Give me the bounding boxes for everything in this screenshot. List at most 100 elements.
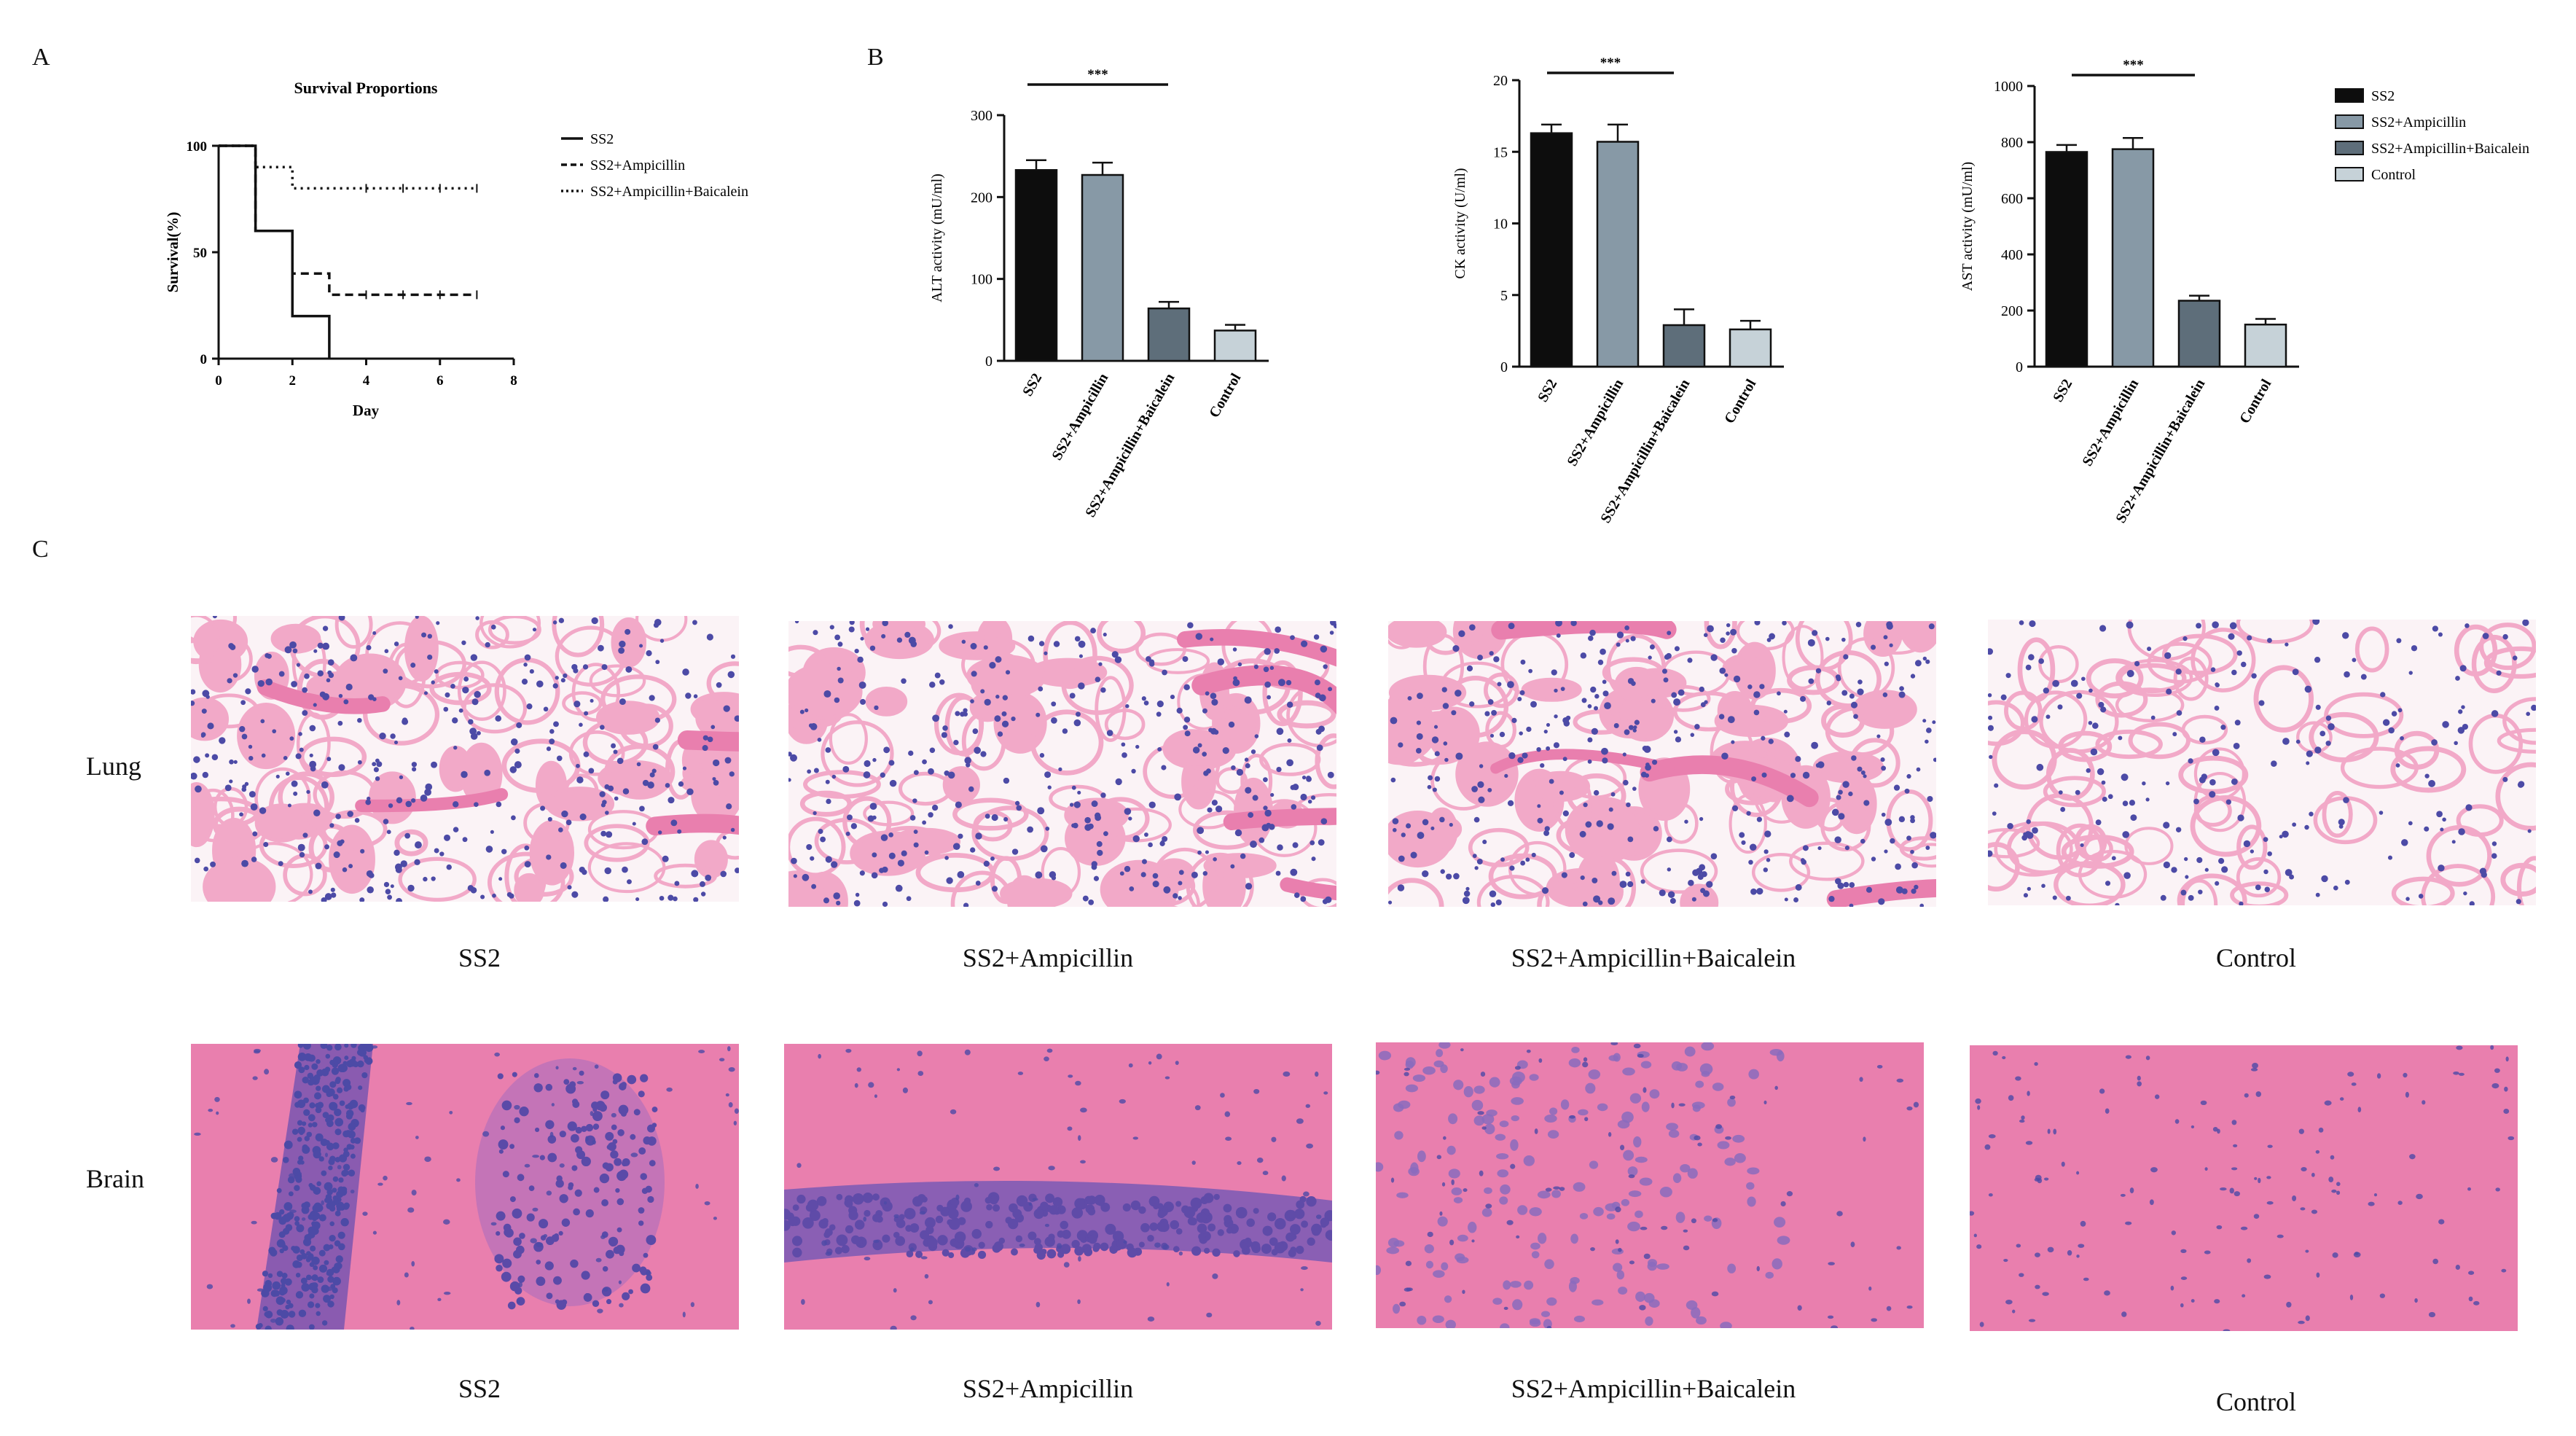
cell-nucleus (836, 900, 841, 905)
cell-nucleus (1911, 889, 1917, 894)
cell-nucleus (1103, 831, 1108, 836)
alveolus (1483, 672, 1519, 709)
cell-nucleus (1622, 1067, 1635, 1076)
cell-nucleus (1416, 748, 1422, 754)
cell-nucleus (1011, 1248, 1018, 1256)
cell-nucleus (281, 1216, 286, 1221)
cell-nucleus (834, 697, 840, 703)
cell-nucleus (350, 1138, 356, 1144)
cell-nucleus (2182, 636, 2188, 641)
cell-nucleus (929, 682, 936, 688)
cell-nucleus (470, 886, 477, 894)
cell-nucleus (992, 1204, 1001, 1212)
cell-nucleus (377, 1182, 383, 1186)
cell-nucleus (356, 1049, 364, 1056)
cell-nucleus (294, 1061, 302, 1069)
cell-nucleus (331, 1067, 340, 1075)
cell-nucleus (337, 720, 343, 726)
cell-nucleus (985, 1220, 993, 1229)
cell-nucleus (1849, 693, 1855, 699)
cell-nucleus (1684, 819, 1688, 824)
cell-nucleus (1170, 694, 1175, 700)
cell-nucleus (989, 1195, 998, 1205)
cell-nucleus (585, 1123, 594, 1132)
cell-nucleus (1463, 1188, 1468, 1193)
cell-nucleus (983, 860, 990, 867)
cell-nucleus (543, 1233, 548, 1238)
cell-nucleus (317, 670, 324, 676)
cell-nucleus (2318, 1127, 2324, 1133)
cell-nucleus (980, 689, 985, 694)
cell-nucleus (947, 771, 955, 779)
cell-nucleus (1568, 1280, 1577, 1292)
cell-nucleus (1797, 1305, 1802, 1311)
cell-nucleus (1443, 1136, 1446, 1140)
survival-x-tick-label: 2 (289, 373, 297, 389)
cell-nucleus (928, 812, 933, 818)
cell-nucleus (1889, 643, 1893, 647)
cell-nucleus (2080, 843, 2084, 848)
cell-nucleus (606, 1249, 614, 1259)
cell-nucleus (1001, 711, 1007, 717)
cell-nucleus (1863, 800, 1870, 806)
cell-nucleus (514, 1287, 522, 1295)
vessel (257, 679, 391, 714)
cell-nucleus (2319, 730, 2326, 737)
cell-nucleus (1686, 1300, 1698, 1310)
alveolus (2191, 628, 2256, 692)
cell-nucleus (913, 830, 918, 834)
cell-nucleus (2047, 1246, 2054, 1253)
cell-nucleus (1195, 633, 1203, 640)
alveolus (1203, 853, 1277, 878)
cell-nucleus (230, 1324, 235, 1328)
cell-nucleus (1511, 717, 1517, 723)
cell-nucleus (1499, 731, 1506, 738)
alt-y-label: ALT activity (mU/ml) (929, 173, 945, 303)
cell-nucleus (597, 1308, 603, 1314)
cell-nucleus (335, 1057, 342, 1063)
cell-nucleus (1275, 870, 1281, 876)
cell-nucleus (321, 1068, 329, 1077)
cell-nucleus (699, 881, 705, 887)
cell-nucleus (1838, 789, 1843, 795)
cell-nucleus (1613, 723, 1619, 728)
cell-nucleus (283, 1157, 289, 1163)
cell-nucleus (2266, 1201, 2274, 1205)
cell-nucleus (1197, 827, 1205, 835)
cell-nucleus (2301, 1167, 2307, 1172)
cell-nucleus (1811, 741, 1819, 749)
cell-nucleus (1019, 1244, 1025, 1247)
cell-nucleus (592, 1300, 600, 1308)
cell-nucleus (328, 1165, 333, 1171)
cell-nucleus (292, 648, 298, 654)
cell-nucleus (1984, 1144, 1991, 1150)
cell-nucleus (1640, 879, 1645, 884)
cell-nucleus (825, 1251, 832, 1256)
cell-nucleus (1473, 1115, 1485, 1126)
cell-nucleus (310, 1275, 316, 1281)
cell-nucleus (842, 765, 850, 773)
cell-nucleus (1898, 816, 1906, 823)
cell-nucleus (1495, 899, 1502, 906)
cell-nucleus (646, 650, 652, 657)
cell-nucleus (1477, 781, 1484, 788)
cell-nucleus (536, 1276, 546, 1287)
cell-nucleus (1091, 864, 1097, 870)
cell-nucleus (1225, 1136, 1232, 1141)
cell-nucleus (365, 799, 371, 805)
cell-nucleus (612, 1073, 622, 1082)
cell-nucleus (2088, 720, 2093, 725)
cell-nucleus (1979, 1322, 1984, 1327)
cell-nucleus (1910, 818, 1916, 824)
cell-nucleus (2016, 1244, 2021, 1248)
cell-nucleus (2210, 667, 2216, 672)
cell-nucleus (2038, 658, 2045, 664)
ck-category-label: SS2 (1535, 377, 1560, 405)
cell-nucleus (638, 1207, 645, 1214)
vessel (1177, 629, 1336, 667)
cell-nucleus (649, 1160, 656, 1167)
cell-nucleus (788, 1217, 798, 1227)
cell-nucleus (423, 691, 428, 695)
cell-nucleus (1684, 1046, 1696, 1057)
cell-nucleus (1003, 777, 1010, 784)
